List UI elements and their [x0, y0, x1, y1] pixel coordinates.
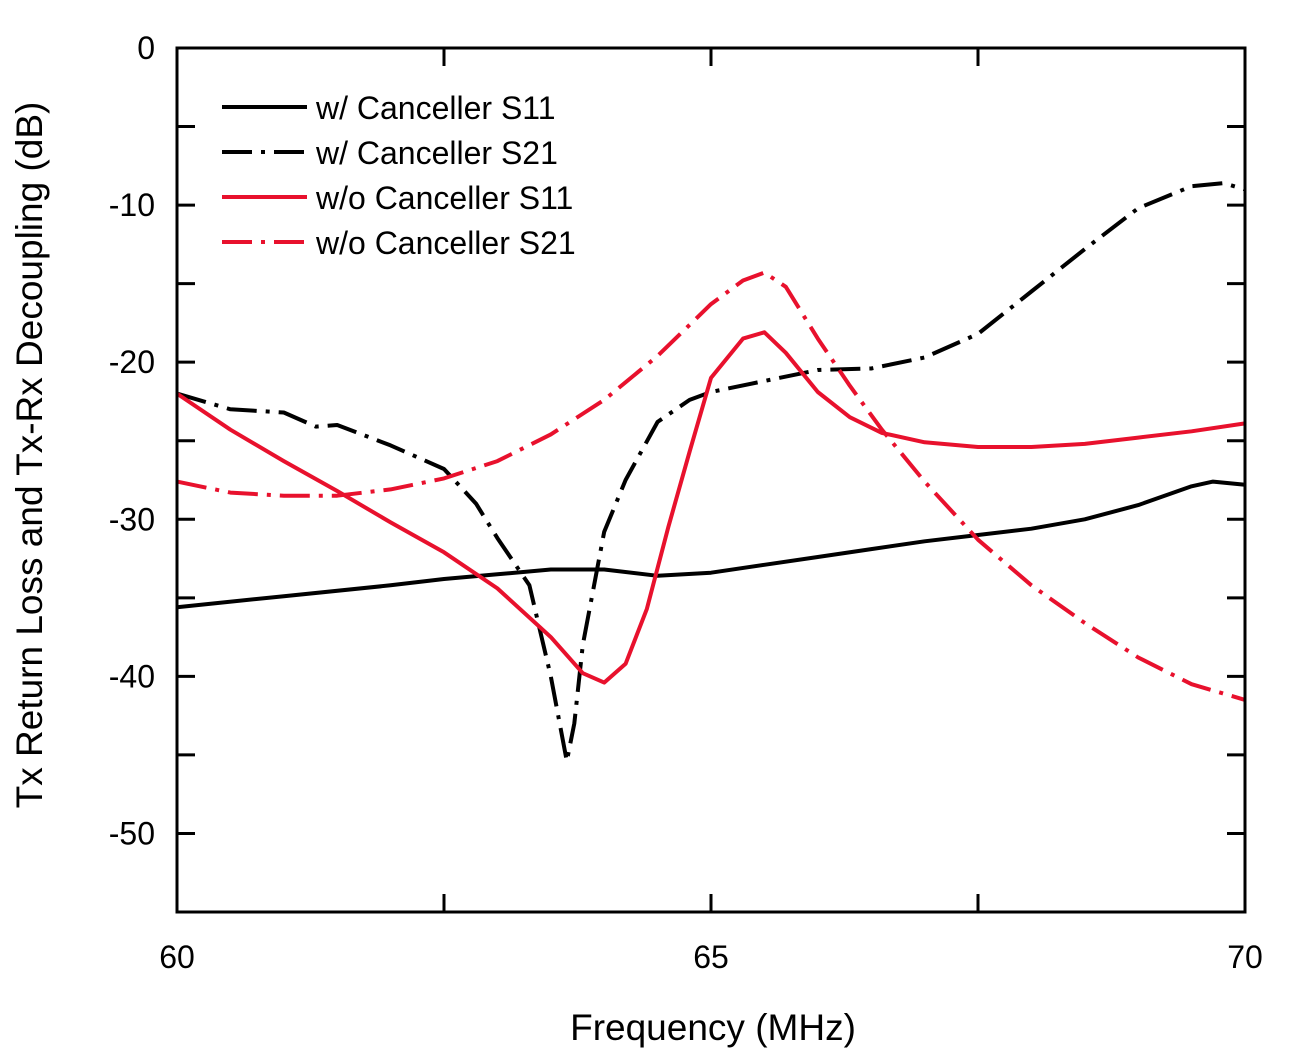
y-tick-label: -10 — [109, 187, 155, 223]
legend-label: w/ Canceller S21 — [315, 135, 558, 171]
y-tick-label: -30 — [109, 501, 155, 537]
series-line-3 — [175, 330, 1246, 685]
x-tick-label: 60 — [159, 939, 195, 975]
y-axis-label: Tx Return Loss and Tx-Rx Decoupling (dB) — [9, 102, 50, 809]
y-tick-label: -50 — [109, 815, 155, 851]
x-axis-ticks — [175, 48, 1247, 912]
series-line-2 — [176, 181, 1246, 764]
x-tick-label: 65 — [693, 939, 729, 975]
series-layer — [175, 181, 1246, 764]
x-tick-label: 70 — [1227, 939, 1263, 975]
legend-label: w/o Canceller S21 — [315, 225, 576, 261]
x-axis-label: Frequency (MHz) — [570, 1007, 856, 1048]
x-axis-tick-labels: 60 65 70 — [159, 939, 1263, 975]
y-tick-label: 0 — [137, 30, 155, 66]
series-line-4 — [176, 270, 1246, 702]
plot-frame — [175, 46, 1247, 914]
legend-label: w/ Canceller S11 — [315, 90, 556, 126]
y-axis-tick-labels: 0 -10 -20 -30 -40 -50 — [109, 30, 155, 851]
y-tick-label: -20 — [109, 344, 155, 380]
legend: w/ Canceller S11 w/ Canceller S21 w/o Canc… — [222, 90, 576, 261]
y-tick-label: -40 — [109, 658, 155, 694]
series-line-1 — [176, 479, 1246, 610]
legend-label: w/o Canceller S11 — [315, 180, 573, 216]
